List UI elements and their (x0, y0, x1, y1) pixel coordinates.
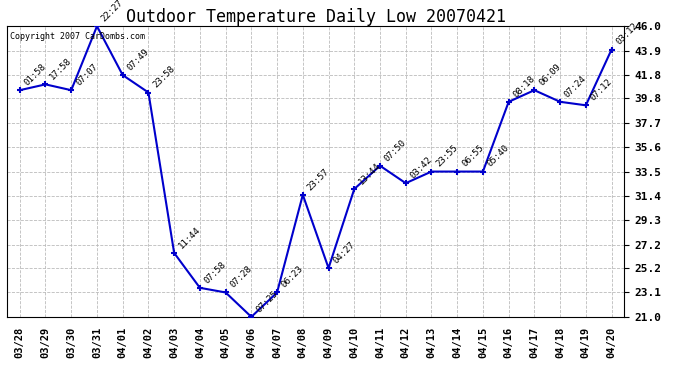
Text: 07:24: 07:24 (563, 74, 589, 99)
Text: 22:27: 22:27 (100, 0, 125, 24)
Text: 04:27: 04:27 (331, 240, 357, 265)
Text: 07:58: 07:58 (203, 260, 228, 285)
Text: 05:40: 05:40 (486, 143, 511, 169)
Text: 06:55: 06:55 (460, 143, 485, 169)
Text: 23:57: 23:57 (306, 166, 331, 192)
Text: 07:50: 07:50 (383, 138, 408, 163)
Text: 23:55: 23:55 (434, 143, 460, 169)
Text: 11:44: 11:44 (177, 225, 202, 250)
Text: 03:42: 03:42 (408, 155, 434, 180)
Text: 07:07: 07:07 (74, 62, 99, 87)
Text: 06:09: 06:09 (538, 62, 562, 87)
Text: 07:49: 07:49 (126, 47, 151, 72)
Text: 08:18: 08:18 (511, 74, 537, 99)
Text: Copyright 2007 CarDombs.com: Copyright 2007 CarDombs.com (10, 32, 145, 41)
Title: Outdoor Temperature Daily Low 20070421: Outdoor Temperature Daily Low 20070421 (126, 8, 506, 26)
Text: 17:58: 17:58 (48, 56, 74, 82)
Text: 07:28: 07:28 (228, 264, 254, 290)
Text: 03:12: 03:12 (614, 21, 640, 47)
Text: 06:23: 06:23 (280, 264, 305, 290)
Text: 13:44: 13:44 (357, 161, 382, 186)
Text: 07:12: 07:12 (589, 77, 614, 102)
Text: 23:58: 23:58 (151, 64, 177, 90)
Text: 07:25: 07:25 (254, 289, 279, 314)
Text: 01:58: 01:58 (23, 62, 48, 87)
